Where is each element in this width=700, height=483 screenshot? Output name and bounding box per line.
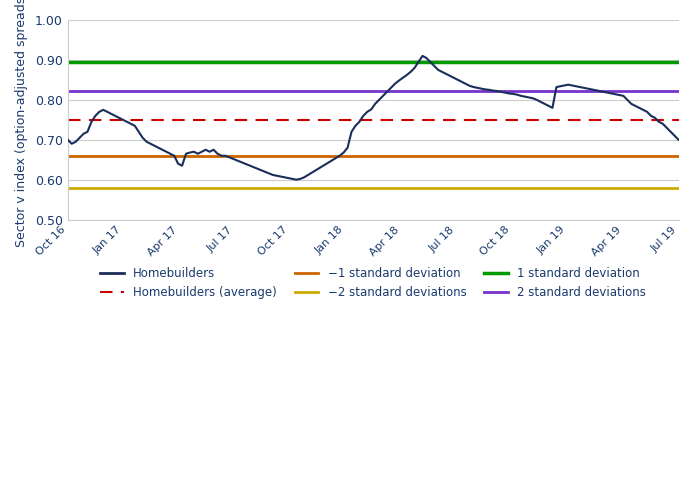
Y-axis label: Sector v index (option-adjusted spreads): Sector v index (option-adjusted spreads) xyxy=(15,0,28,247)
Legend: Homebuilders, Homebuilders (average), −1 standard deviation, −2 standard deviati: Homebuilders, Homebuilders (average), −1… xyxy=(95,262,651,303)
